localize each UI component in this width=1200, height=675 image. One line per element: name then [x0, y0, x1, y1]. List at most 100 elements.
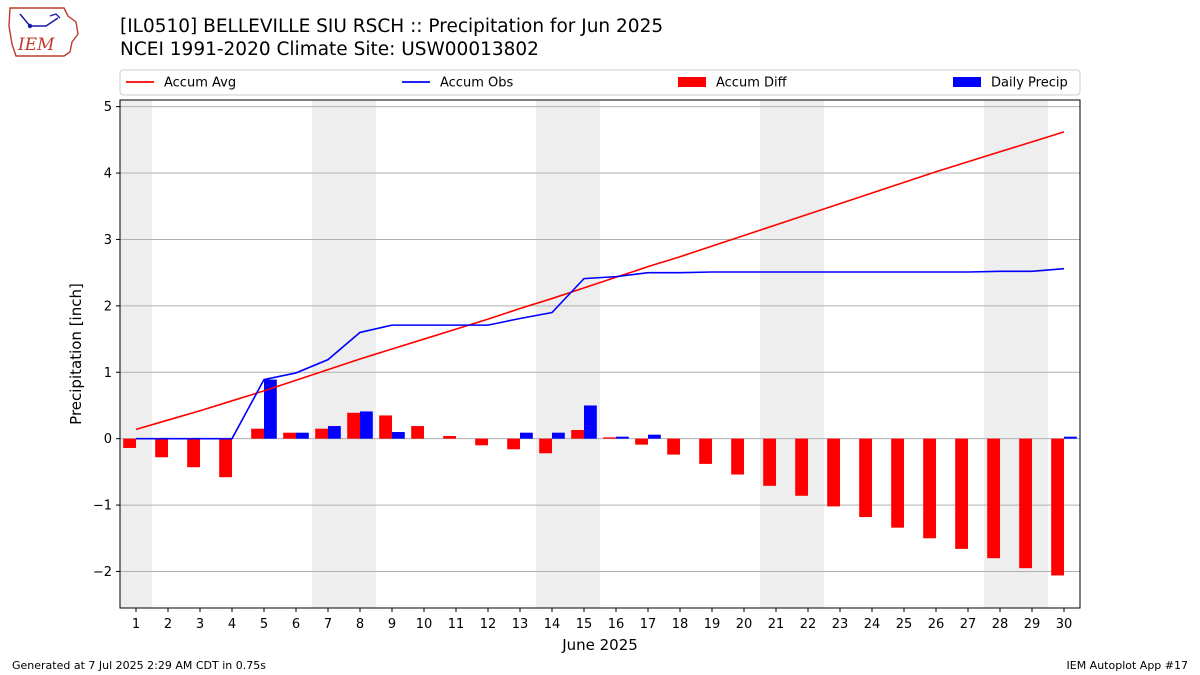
x-tick-label: 9 [388, 617, 396, 632]
accum-diff-bar [859, 438, 872, 518]
accum-diff-bar [571, 430, 584, 439]
x-tick-label: 22 [800, 617, 817, 632]
accum-diff-bar [987, 438, 1000, 559]
x-tick-label: 26 [928, 617, 945, 632]
accum-diff-bar [411, 426, 424, 439]
x-tick-label: 20 [736, 617, 753, 632]
x-tick-label: 2 [164, 617, 172, 632]
logo-text: IEM [17, 35, 55, 55]
y-gridlines [120, 106, 1080, 572]
accum-diff-bar [891, 438, 904, 528]
x-tick-label: 30 [1056, 617, 1073, 632]
x-tick-label: 1 [132, 617, 140, 632]
daily-precip-bar [328, 426, 341, 439]
x-tick-label: 18 [672, 617, 689, 632]
accum-obs-line [136, 267, 1065, 440]
y-tick-label: −2 [93, 565, 112, 580]
accum-diff-bar [187, 438, 200, 468]
weekend-band [568, 100, 600, 608]
x-tick-label: 15 [576, 617, 593, 632]
y-tick-label: 4 [104, 167, 112, 182]
x-tick-label: 12 [480, 617, 497, 632]
accum-diff-bar [1051, 438, 1064, 576]
accum-diff-bar [827, 438, 840, 507]
y-tick-label: 3 [104, 233, 112, 248]
accum-diff-bar [699, 438, 712, 464]
accum-diff-bar [923, 438, 936, 539]
weekend-band [792, 100, 824, 608]
bars [123, 379, 1077, 576]
x-tick-label: 25 [896, 617, 913, 632]
daily-precip-bar [616, 436, 629, 439]
legend-swatch-accum-diff [678, 77, 706, 87]
daily-precip-bar [360, 411, 373, 439]
chart-title: [IL0510] BELLEVILLE SIU RSCH :: Precipit… [120, 16, 664, 37]
weekend-band [120, 100, 152, 608]
x-tick-label: 11 [448, 617, 465, 632]
y-tick-label: 1 [104, 366, 112, 381]
x-tick-label: 4 [228, 617, 236, 632]
accum-diff-bar [347, 412, 360, 439]
x-tick-label: 21 [768, 617, 785, 632]
x-tick-label: 19 [704, 617, 721, 632]
footer-app: IEM Autoplot App #17 [1066, 659, 1189, 672]
legend: Accum Avg Accum Obs Accum Diff Daily Precip [119, 69, 1081, 96]
legend-label-accum-obs: Accum Obs [440, 76, 513, 91]
accum-diff-bar [219, 438, 232, 478]
x-tick-label: 5 [260, 617, 268, 632]
y-tick-label: 2 [104, 299, 112, 314]
accum-diff-bar [635, 438, 648, 445]
accum-avg-line [135, 131, 1065, 431]
accum-diff-bar [379, 415, 392, 439]
accum-diff-bar [731, 438, 744, 475]
x-tick-label: 3 [196, 617, 204, 632]
x-tick-label: 14 [544, 617, 561, 632]
accum-diff-bar [763, 438, 776, 486]
x-tick-label: 29 [1024, 617, 1041, 632]
accum-diff-bar [251, 428, 264, 439]
daily-precip-bar [1064, 436, 1077, 439]
x-tick-label: 28 [992, 617, 1009, 632]
accum-diff-bar [443, 436, 456, 439]
x-tick-label: 7 [324, 617, 332, 632]
x-tick-label: 17 [640, 617, 657, 632]
weekend-band [312, 100, 344, 608]
x-tick-label: 24 [864, 617, 881, 632]
x-tick-label: 27 [960, 617, 977, 632]
weekend-band [760, 100, 792, 608]
accum-diff-bar [507, 438, 520, 450]
weekend-bands [120, 100, 1048, 608]
chart-subtitle: NCEI 1991-2020 Climate Site: USW00013802 [120, 39, 539, 60]
legend-label-daily-precip: Daily Precip [991, 76, 1068, 91]
y-axis-label: Precipitation [inch] [67, 283, 85, 425]
daily-precip-bar [392, 432, 405, 439]
footer-generated: Generated at 7 Jul 2025 2:29 AM CDT in 0… [12, 659, 266, 672]
series-lines [135, 131, 1065, 440]
legend-box [119, 69, 1081, 96]
accum-diff-bar [795, 438, 808, 496]
daily-precip-bar [648, 434, 661, 439]
iem-logo: IEM [8, 7, 79, 57]
daily-precip-bar [584, 405, 597, 439]
weekend-band [344, 100, 376, 608]
daily-precip-bar [264, 379, 277, 439]
x-axis-label: June 2025 [561, 636, 638, 654]
daily-precip-bar [520, 432, 533, 439]
accum-diff-bar [155, 438, 168, 458]
x-tick-label: 23 [832, 617, 849, 632]
x-tick-label: 16 [608, 617, 625, 632]
x-tick-label: 6 [292, 617, 300, 632]
x-tick-label: 13 [512, 617, 529, 632]
y-tick-label: −1 [93, 499, 112, 514]
accum-diff-bar [667, 438, 680, 455]
legend-label-accum-avg: Accum Avg [164, 76, 236, 91]
accum-diff-bar [539, 438, 552, 454]
daily-precip-bar [552, 432, 565, 439]
accum-diff-bar [283, 432, 296, 439]
y-tick-label: 0 [104, 432, 112, 447]
x-axis: 1 2 3 4 5 6 7 8 9 10 11 12 13 14 15 16 17 18 19 20 21 22 23 24 2… [132, 608, 1072, 632]
x-tick-label: 8 [356, 617, 364, 632]
accum-diff-bar [123, 438, 136, 448]
accum-diff-bar [1019, 438, 1032, 569]
